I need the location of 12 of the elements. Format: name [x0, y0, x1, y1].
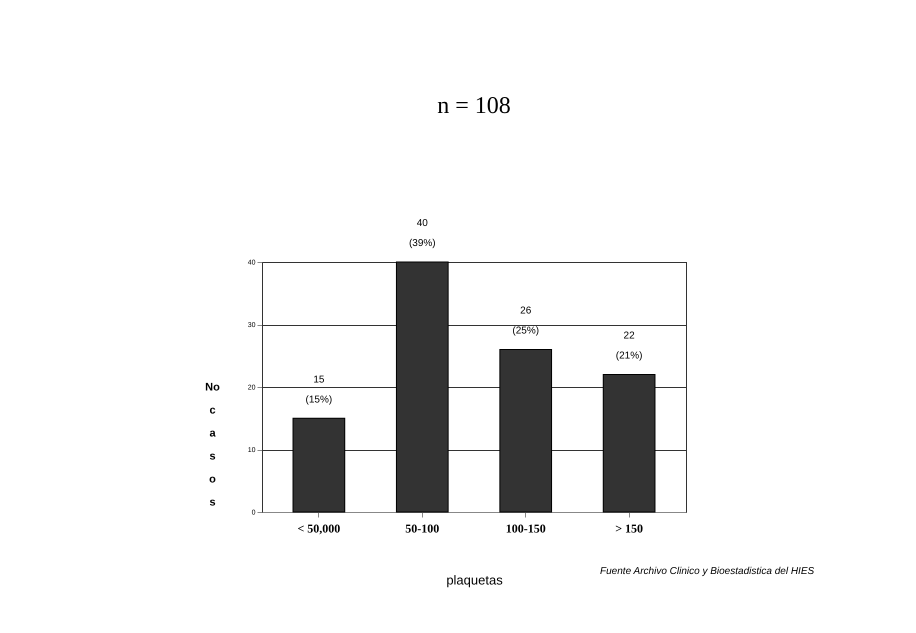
x-tick-label: > 150 [615, 522, 644, 536]
data-label: 40 (39%) [408, 218, 436, 249]
x-axis-title: plaquetas [446, 572, 504, 588]
x-tick-label: < 50,000 [297, 522, 340, 536]
data-label: 15 (15%) [306, 374, 332, 406]
data-label: 22 (21%) [616, 330, 642, 362]
x-tick-label: 50-100 [405, 522, 440, 536]
chart-title: n = 108 [437, 93, 511, 119]
y-axis-title: No casos [205, 382, 220, 508]
source-note: Fuente Archivo Clinico y Bioestadistica del HIES [600, 566, 814, 577]
x-tick-label: 100-150 [506, 522, 546, 536]
data-label: 26 (25%) [512, 306, 540, 336]
